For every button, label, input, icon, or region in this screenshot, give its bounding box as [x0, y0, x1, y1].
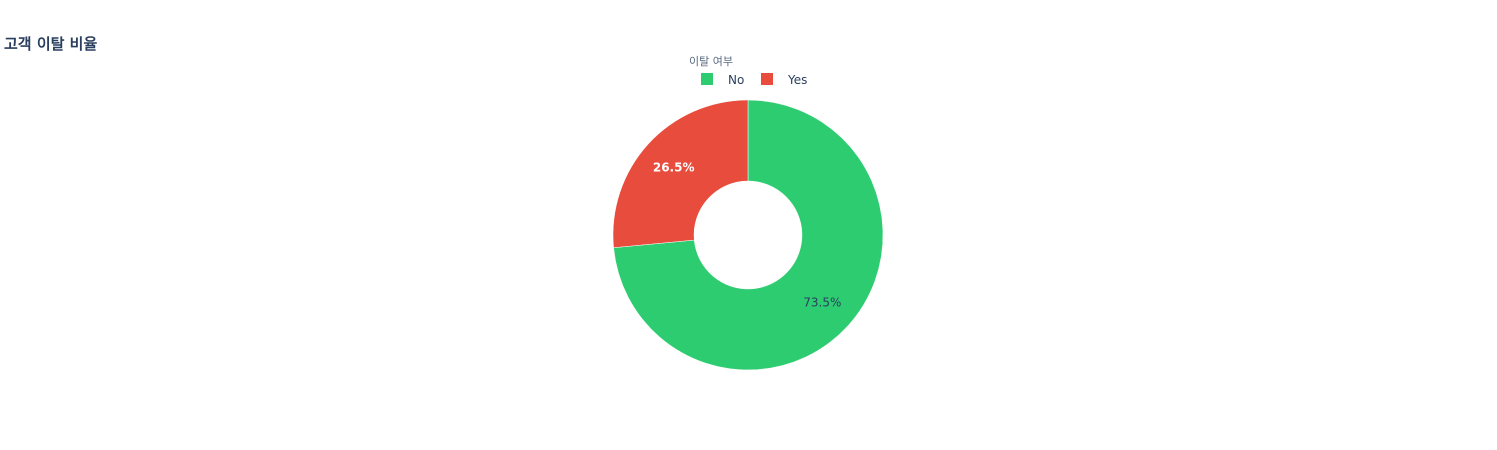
legend-label-no: No	[728, 73, 744, 87]
slice-yes[interactable]	[612, 99, 749, 248]
donut-chart[interactable]	[612, 99, 884, 371]
slice-no[interactable]	[613, 99, 884, 371]
legend-swatch-yes	[761, 73, 773, 85]
legend[interactable]: 이탈 여부 No Yes	[689, 55, 807, 87]
legend-swatch-no	[701, 73, 713, 85]
legend-label-yes: Yes	[787, 73, 807, 87]
legend-item-yes[interactable]: Yes	[761, 73, 807, 87]
slice-label-no: 73.5%	[803, 296, 841, 310]
slice-label-yes: 26.5%	[653, 160, 695, 174]
legend-item-no[interactable]: No	[701, 73, 744, 87]
legend-title: 이탈 여부	[689, 55, 733, 68]
chart-title: 고객 이탈 비율	[4, 35, 97, 53]
